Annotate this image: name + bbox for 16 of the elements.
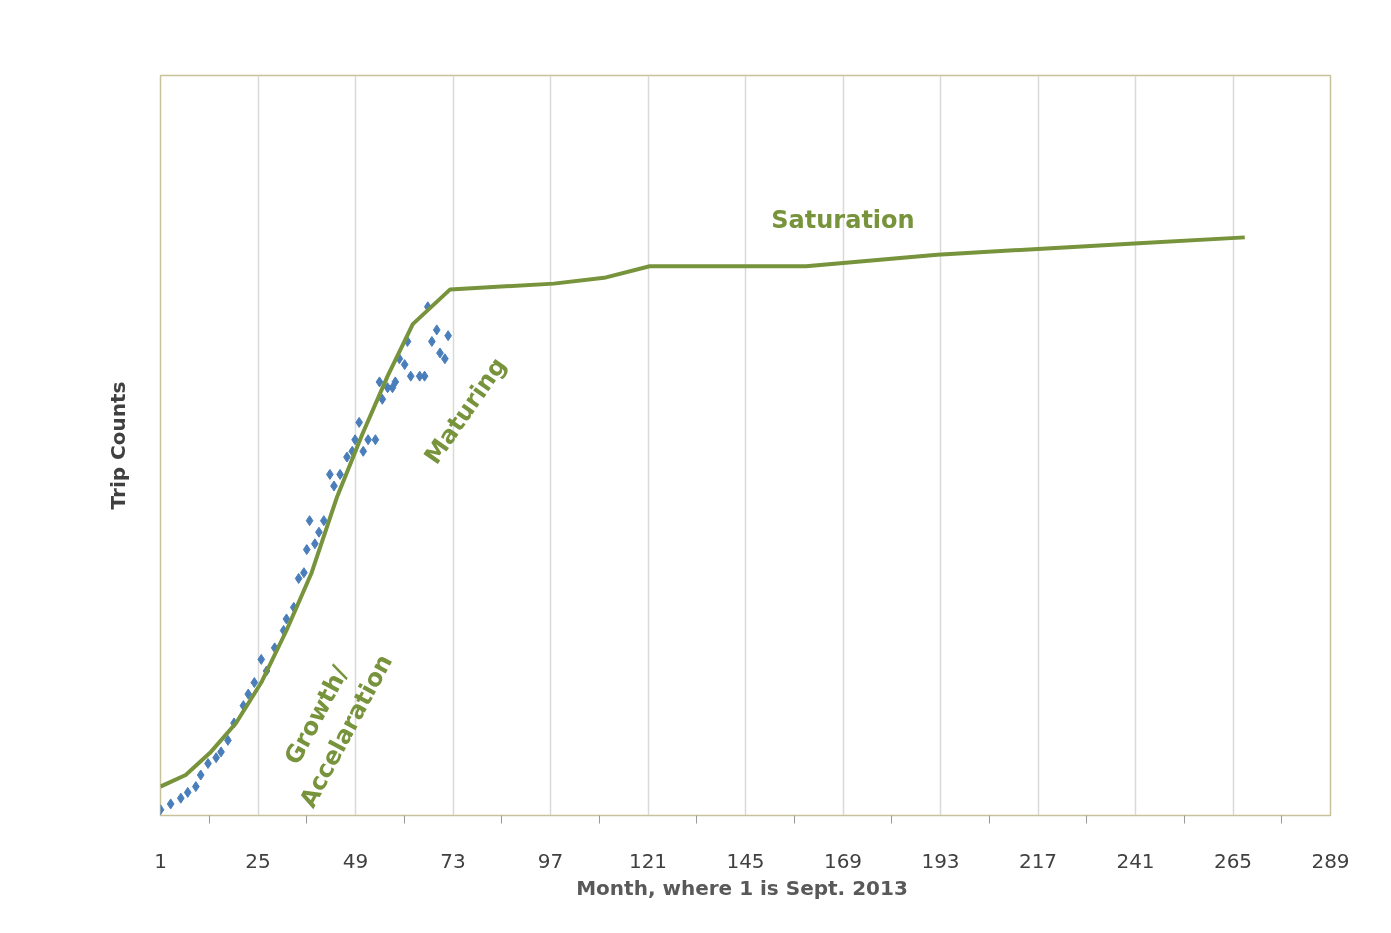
- text: Saturation: [771, 206, 915, 235]
- x-tick-label: 289: [1311, 848, 1350, 873]
- x-tick-label: 73: [440, 848, 466, 873]
- x-axis-title: Month, where 1 is Sept. 2013: [576, 875, 908, 900]
- x-tick-label: 49: [342, 848, 369, 873]
- y-axis-title: Trip Counts: [105, 381, 130, 510]
- x-tick-label: 169: [823, 848, 863, 873]
- x-tick-label: 25: [245, 848, 271, 873]
- x-tick-label: 241: [1116, 848, 1155, 873]
- x-tick-label: 217: [1018, 848, 1058, 873]
- x-tick-label: 193: [921, 848, 960, 873]
- x-tick-label: 145: [726, 848, 765, 873]
- x-tick-label: 265: [1213, 848, 1253, 873]
- x-tick-label: 97: [537, 848, 564, 873]
- x-tick-label: 1: [154, 848, 167, 873]
- x-tick-label: 121: [628, 848, 668, 873]
